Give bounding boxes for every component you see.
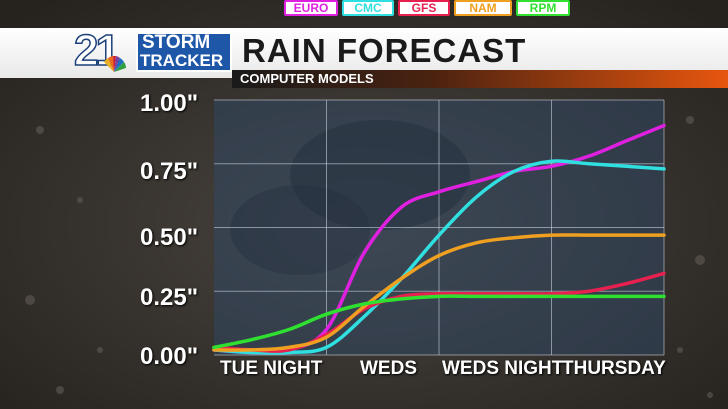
y-tick-label: 1.00" [140,90,199,117]
page-subtitle: COMPUTER MODELS [240,71,374,86]
x-tick-label: WEDS NIGHT [442,358,564,379]
y-tick-label: 0.75" [140,158,199,185]
y-tick-label: 0.25" [140,284,199,311]
legend-gfs: GFS [398,0,450,16]
legend-cmc: CMC [342,0,394,16]
series-line-nam [212,233,666,352]
legend-euro: EURO [284,0,338,16]
brand-line-tracker: TRACKER [140,51,224,70]
y-tick-label: 0.50" [140,224,199,251]
series-line-cmc [212,159,666,355]
x-tick-label: THURSDAY [562,358,666,379]
brand-box [136,32,232,72]
header-bar [0,28,728,78]
station-logo: 21 STORM TRACKER [73,25,234,76]
y-tick-label: 0.00" [140,343,199,370]
legend-rpm: RPM [516,0,570,16]
x-tick-label: TUE NIGHT [220,358,323,379]
x-tick-label: WEDS [360,358,417,379]
series-line-rpm [212,294,666,350]
series-line-gfs [212,271,666,353]
subtitle-bar [232,70,728,88]
legend-nam: NAM [454,0,512,16]
peacock-icon [104,56,126,72]
page-title: RAIN FORECAST [242,32,527,69]
brand-line-storm: STORM [142,32,211,53]
